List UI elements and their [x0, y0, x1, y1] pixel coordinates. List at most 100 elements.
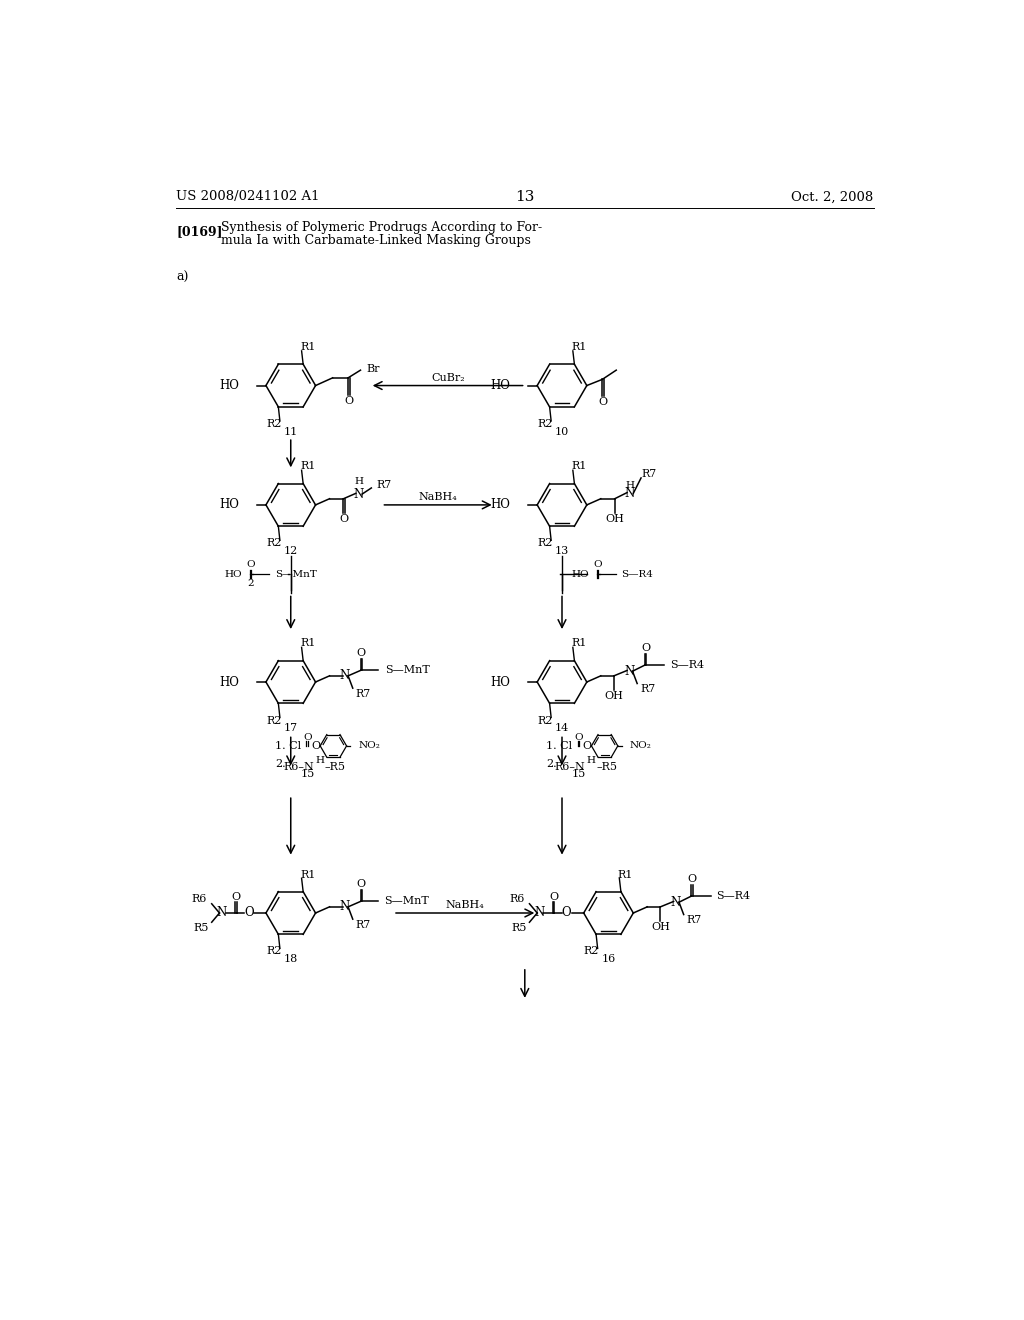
- Text: N: N: [535, 907, 545, 920]
- Text: 2.: 2.: [275, 759, 286, 768]
- Text: 11: 11: [284, 426, 298, 437]
- Text: R7: R7: [640, 684, 655, 694]
- Text: S—MnT: S—MnT: [385, 665, 430, 676]
- Text: –R5: –R5: [325, 762, 346, 772]
- Text: S—MnT: S—MnT: [384, 896, 428, 907]
- Text: 2.: 2.: [547, 759, 557, 768]
- Text: R6: R6: [191, 894, 207, 904]
- Text: 13: 13: [555, 546, 569, 556]
- Text: O: O: [574, 733, 584, 742]
- Text: 12: 12: [284, 546, 298, 556]
- Text: OH: OH: [605, 513, 625, 524]
- Text: 1. Cl: 1. Cl: [547, 741, 572, 751]
- Text: mula Ia with Carbamate-Linked Masking Groups: mula Ia with Carbamate-Linked Masking Gr…: [221, 234, 530, 247]
- Text: R6: R6: [509, 894, 524, 904]
- Text: N: N: [340, 669, 350, 682]
- Text: NaBH₄: NaBH₄: [445, 900, 484, 911]
- Text: O: O: [641, 643, 650, 653]
- Text: O: O: [340, 513, 349, 524]
- Text: a): a): [176, 271, 188, 284]
- Text: R1: R1: [300, 342, 315, 352]
- Text: N: N: [671, 896, 681, 908]
- Text: HO: HO: [219, 676, 239, 689]
- Text: 1. Cl: 1. Cl: [275, 741, 301, 751]
- Text: –R5: –R5: [596, 762, 617, 772]
- Text: R5: R5: [194, 924, 209, 933]
- Text: OH: OH: [604, 690, 624, 701]
- Text: N: N: [340, 900, 350, 913]
- Text: R7: R7: [376, 480, 391, 490]
- Text: R7: R7: [356, 689, 371, 698]
- Text: O: O: [593, 561, 602, 569]
- Text: HO: HO: [490, 499, 510, 511]
- Text: Br: Br: [366, 363, 380, 374]
- Text: HO: HO: [219, 499, 239, 511]
- Text: R2: R2: [266, 418, 282, 429]
- Text: 14: 14: [555, 723, 569, 733]
- Text: HO: HO: [490, 379, 510, 392]
- Text: O: O: [311, 741, 321, 751]
- Text: R1: R1: [300, 639, 315, 648]
- Text: [0169]: [0169]: [176, 224, 222, 238]
- Text: O: O: [356, 879, 366, 888]
- Text: R1: R1: [571, 639, 587, 648]
- Text: R6–N: R6–N: [283, 762, 314, 772]
- Text: R1: R1: [571, 462, 587, 471]
- Text: S—R4: S—R4: [671, 660, 705, 671]
- Text: Oct. 2, 2008: Oct. 2, 2008: [792, 190, 873, 203]
- Text: H: H: [354, 478, 364, 487]
- Text: R1: R1: [300, 870, 315, 879]
- Text: R7: R7: [687, 915, 702, 925]
- Text: R2: R2: [584, 946, 599, 957]
- Text: R2: R2: [538, 715, 553, 726]
- Text: R2: R2: [538, 418, 553, 429]
- Text: H: H: [587, 756, 596, 766]
- Text: R7: R7: [641, 469, 656, 479]
- Text: NaBH₄: NaBH₄: [419, 492, 458, 502]
- Text: R2: R2: [538, 539, 553, 548]
- Text: OH: OH: [651, 921, 670, 932]
- Text: 13: 13: [515, 190, 535, 203]
- Text: O: O: [562, 907, 571, 920]
- Text: 15: 15: [572, 770, 586, 779]
- Text: 16: 16: [601, 954, 615, 964]
- Text: O: O: [344, 396, 353, 407]
- Text: 17: 17: [284, 723, 298, 733]
- Text: HO: HO: [490, 676, 510, 689]
- Text: R2: R2: [266, 946, 282, 957]
- Text: N: N: [625, 487, 635, 500]
- Text: R1: R1: [617, 870, 633, 879]
- Text: S—R4: S—R4: [621, 570, 652, 578]
- Text: R7: R7: [356, 920, 371, 929]
- Text: O: O: [246, 561, 255, 569]
- Text: O: O: [598, 397, 607, 408]
- Text: HO: HO: [219, 379, 239, 392]
- Text: R1: R1: [571, 342, 587, 352]
- Text: 10: 10: [555, 426, 569, 437]
- Text: 2: 2: [247, 579, 254, 587]
- Text: O: O: [688, 874, 696, 884]
- Text: R5: R5: [511, 924, 526, 933]
- Text: NO₂: NO₂: [358, 742, 380, 750]
- Text: N: N: [217, 907, 227, 920]
- Text: Synthesis of Polymeric Prodrugs According to For-: Synthesis of Polymeric Prodrugs Accordin…: [221, 222, 542, 234]
- Text: N: N: [353, 487, 364, 500]
- Text: CuBr₂: CuBr₂: [431, 372, 465, 383]
- Text: H: H: [626, 482, 635, 490]
- Text: HO: HO: [224, 570, 242, 578]
- Text: R1: R1: [300, 462, 315, 471]
- Text: O: O: [356, 648, 366, 657]
- Text: 18: 18: [284, 954, 298, 964]
- Text: O: O: [549, 892, 558, 902]
- Text: S—R4: S—R4: [716, 891, 751, 902]
- Text: O: O: [231, 892, 241, 902]
- Text: R2: R2: [266, 539, 282, 548]
- Text: HO: HO: [571, 570, 589, 578]
- Text: NO₂: NO₂: [630, 742, 651, 750]
- Text: O: O: [303, 733, 312, 742]
- Text: N: N: [625, 665, 635, 677]
- Text: O: O: [244, 907, 254, 920]
- Text: US 2008/0241102 A1: US 2008/0241102 A1: [176, 190, 319, 203]
- Text: H: H: [315, 756, 325, 766]
- Text: R2: R2: [266, 715, 282, 726]
